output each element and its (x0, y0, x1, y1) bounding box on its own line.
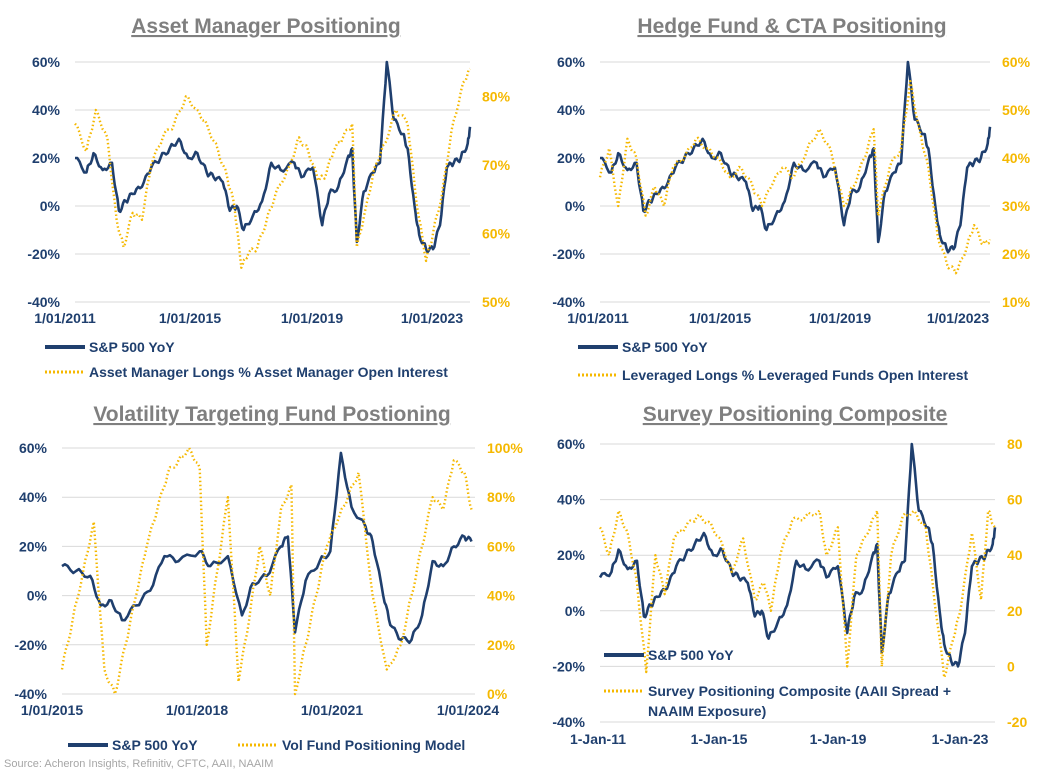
x-tick-label: 1/01/2011 (34, 310, 96, 326)
y-left-tick-label: 0% (40, 198, 61, 214)
y-right-tick-label: 60% (1002, 54, 1031, 70)
y-left-tick-label: -40% (552, 294, 585, 310)
x-tick-label: 1/01/2011 (567, 310, 629, 326)
x-tick-label: 1/01/2015 (159, 310, 221, 326)
y-left-tick-label: 60% (32, 54, 61, 70)
spx-yoy-series-line (61, 451, 473, 645)
y-left-tick-label: 60% (557, 436, 586, 452)
overlay-series-line (598, 80, 992, 275)
legend-label: Leveraged Longs % Leveraged Funds Open I… (622, 367, 969, 383)
x-tick-label: 1/01/2019 (281, 310, 343, 326)
y-left-tick-label: -40% (27, 294, 60, 310)
x-tick-label: 1/01/2015 (689, 310, 751, 326)
y-left-tick-label: -20% (552, 658, 585, 674)
spx-yoy-series-line (74, 60, 472, 254)
x-tick-label: 1/01/2018 (166, 702, 228, 718)
overlay-series-line (74, 67, 471, 269)
chart-title: Hedge Fund & CTA Positioning (637, 15, 946, 38)
spx-yoy-series-line (599, 60, 992, 254)
y-left-tick-label: 20% (32, 150, 61, 166)
chart-title: Volatility Targeting Fund Postioning (93, 403, 450, 426)
legend-label: S&P 500 YoY (112, 737, 198, 753)
y-right-tick-label: 20% (487, 637, 516, 653)
x-tick-label: 1-Jan-23 (932, 731, 989, 747)
y-left-tick-label: 60% (557, 54, 586, 70)
y-right-tick-label: 60% (487, 538, 516, 554)
source-note: Source: Acheron Insights, Refinitiv, CFT… (4, 758, 273, 770)
y-right-tick-label: 60 (1007, 492, 1023, 508)
legend-label: Survey Positioning Composite (AAII Sprea… (648, 683, 951, 699)
legend-label: Vol Fund Positioning Model (282, 737, 465, 753)
y-left-tick-label: 60% (19, 440, 48, 456)
x-tick-label: 1/01/2021 (301, 702, 363, 718)
chart-title: Survey Positioning Composite (643, 403, 948, 426)
y-left-tick-label: 40% (557, 102, 586, 118)
x-tick-label: 1/01/2015 (21, 702, 83, 718)
x-tick-label: 1/01/2019 (809, 310, 871, 326)
legend-label: S&P 500 YoY (622, 339, 708, 355)
y-left-tick-label: 40% (32, 102, 61, 118)
y-right-tick-label: 0% (487, 686, 508, 702)
y-left-tick-label: 20% (557, 150, 586, 166)
legend-label: Asset Manager Longs % Asset Manager Open… (89, 364, 448, 380)
y-right-tick-label: 80% (487, 489, 516, 505)
y-left-tick-label: 40% (19, 489, 48, 505)
y-right-tick-label: 80 (1007, 436, 1023, 452)
y-left-tick-label: -20% (552, 246, 585, 262)
legend-label: S&P 500 YoY (89, 339, 175, 355)
y-right-tick-label: 40 (1007, 547, 1023, 563)
chart-panel-4: Survey Positioning Composite 60% 40% 20% 0% -… (552, 403, 1027, 747)
y-left-tick-label: -40% (552, 714, 585, 730)
legend-label: S&P 500 YoY (648, 647, 734, 663)
x-tick-label: 1-Jan-15 (691, 731, 748, 747)
y-right-tick-label: 60% (482, 225, 511, 241)
y-left-tick-label: -40% (14, 686, 47, 702)
y-left-tick-label: 0% (565, 198, 586, 214)
overlay-series-line (60, 446, 473, 696)
y-right-tick-label: 40% (487, 588, 516, 604)
y-right-tick-label: 20 (1007, 603, 1023, 619)
y-right-tick-label: 40% (1002, 150, 1031, 166)
y-left-tick-label: 20% (557, 547, 586, 563)
y-right-tick-label: 70% (482, 157, 511, 173)
y-right-tick-label: -20 (1007, 714, 1027, 730)
y-left-tick-label: 20% (19, 538, 48, 554)
x-tick-label: 1/01/2023 (401, 310, 463, 326)
chart-panel-2: Hedge Fund & CTA Positioning 60% 40% 20% 0% -… (552, 15, 1030, 383)
y-left-tick-label: 0% (27, 588, 48, 604)
y-left-tick-label: 40% (557, 492, 586, 508)
y-left-tick-label: -20% (27, 246, 60, 262)
y-right-tick-label: 50% (1002, 102, 1031, 118)
y-right-tick-label: 0 (1007, 658, 1015, 674)
y-right-tick-label: 10% (1002, 294, 1031, 310)
y-right-tick-label: 50% (482, 294, 511, 310)
y-right-tick-label: 20% (1002, 246, 1031, 262)
x-tick-label: 1-Jan-11 (570, 731, 626, 747)
x-tick-label: 1/01/2024 (437, 702, 499, 718)
chart-panel-1: Asset Manager Positioning 60% 40% 20% 0% -20%… (27, 15, 510, 380)
x-tick-label: 1-Jan-19 (810, 731, 867, 747)
spx-yoy-series-line (598, 442, 997, 668)
legend-label-cont: NAAIM Exposure) (648, 703, 766, 719)
y-left-tick-label: 0% (565, 603, 586, 619)
chart-title: Asset Manager Positioning (131, 15, 401, 38)
x-tick-label: 1/01/2023 (927, 310, 989, 326)
y-right-tick-label: 30% (1002, 198, 1031, 214)
y-right-tick-label: 80% (482, 88, 511, 104)
y-left-tick-label: -20% (14, 637, 47, 653)
y-right-tick-label: 100% (487, 440, 523, 456)
chart-panel-3: Volatility Targeting Fund Postioning 60% 4… (14, 403, 523, 753)
